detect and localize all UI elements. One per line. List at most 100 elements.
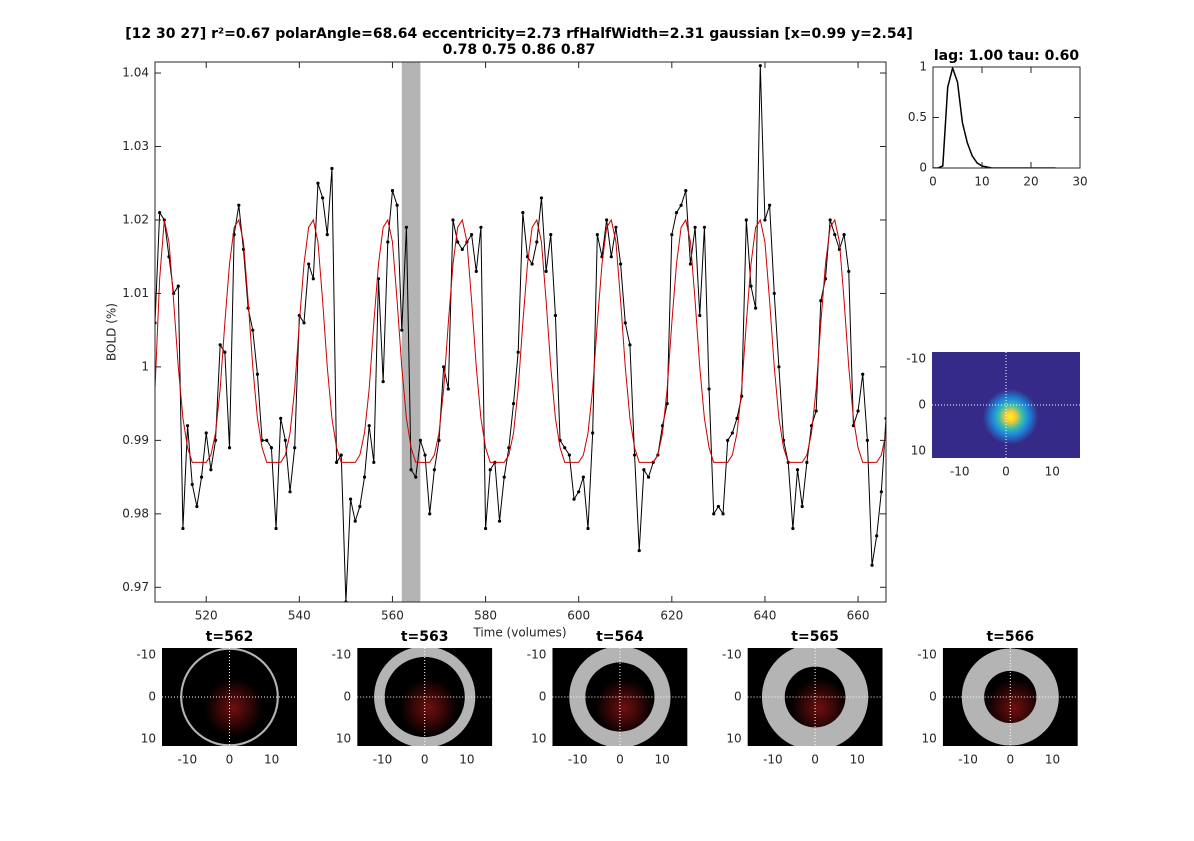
x-tick-label: 10: [654, 753, 669, 767]
y-tick-label: 10: [922, 731, 937, 745]
data-point: [474, 269, 478, 273]
y-tick-label: 0: [918, 398, 926, 412]
data-point: [283, 438, 287, 442]
data-point: [442, 365, 446, 369]
data-point: [693, 225, 697, 229]
data-point: [460, 247, 464, 251]
data-point: [362, 475, 367, 479]
data-point: [735, 416, 739, 420]
x-tick-label: -10: [568, 753, 588, 767]
data-point: [879, 490, 883, 494]
x-tick-label: 640: [753, 609, 776, 623]
data-point: [875, 534, 879, 538]
x-tick-label: 0: [1002, 465, 1010, 479]
y-tick-label: 1.03: [122, 139, 149, 153]
data-point: [483, 526, 488, 531]
data-point: [702, 225, 707, 229]
data-point: [334, 460, 339, 465]
data-point: [488, 468, 492, 472]
data-point: [842, 233, 846, 237]
data-point: [265, 438, 269, 442]
data-point: [409, 468, 413, 472]
data-point: [227, 446, 232, 450]
y-tick-label: 10: [911, 444, 926, 458]
data-point: [307, 262, 311, 266]
data-point: [479, 225, 483, 229]
y-tick-label: 0.5: [908, 110, 927, 124]
data-point: [451, 218, 455, 222]
data-point: [288, 490, 292, 494]
data-point: [795, 468, 800, 472]
data-point: [707, 387, 711, 391]
data-point: [470, 233, 474, 237]
data-point: [456, 240, 460, 244]
x-tick-label: -10: [373, 753, 393, 767]
data-point: [521, 211, 525, 215]
data-point: [218, 343, 222, 347]
data-point: [623, 321, 627, 325]
y-tick-label: 0: [929, 690, 937, 704]
axes-box: [154, 61, 887, 603]
x-tick-label: 600: [567, 609, 590, 623]
data-point: [712, 512, 716, 516]
y-tick-label: 1.02: [122, 212, 149, 226]
data-point: [744, 218, 748, 222]
data-point: [390, 188, 395, 193]
data-point: [642, 468, 646, 472]
data-point: [325, 233, 329, 237]
main-title: [12 30 27] r²=0.67 polarAngle=68.64 ecce…: [125, 26, 913, 42]
y-tick-label: 1.04: [122, 66, 149, 80]
data-point: [758, 64, 762, 68]
x-tick-label: 20: [1023, 175, 1038, 189]
x-axis-label: Time (volumes): [472, 626, 566, 640]
y-tick-label: 1.01: [122, 286, 149, 300]
data-point: [423, 453, 427, 457]
data-point: [730, 431, 734, 435]
x-tick-label: 10: [459, 753, 474, 767]
image: [552, 648, 688, 746]
y-tick-label: 0: [919, 161, 927, 175]
x-tick-label: 540: [288, 609, 311, 623]
data-point: [726, 438, 730, 442]
data-point: [395, 203, 399, 207]
data-point: [670, 233, 674, 237]
data-point: [828, 218, 832, 222]
series-line: [155, 65, 886, 602]
x-tick-label: 520: [195, 609, 218, 623]
highlight-band: [401, 62, 421, 602]
image: [162, 648, 297, 746]
data-point: [577, 490, 581, 494]
data-point: [204, 431, 208, 435]
data-point: [316, 181, 320, 185]
data-point: [563, 446, 567, 450]
data-point: [181, 526, 185, 531]
y-tick-label: 0.97: [122, 580, 149, 594]
axes-title: lag: 1.00 tau: 0.60: [934, 48, 1080, 64]
data-point: [721, 512, 725, 516]
panel-title: t=563: [401, 629, 449, 645]
data-point: [446, 387, 450, 391]
y-tick-label: -10: [722, 648, 742, 662]
data-point: [646, 475, 651, 479]
data-point: [255, 372, 260, 376]
data-point: [614, 225, 618, 229]
data-point: [819, 299, 823, 303]
x-tick-label: 30: [1072, 175, 1087, 189]
data-point: [367, 424, 371, 428]
panel-title: t=566: [986, 629, 1034, 645]
data-point: [833, 233, 837, 237]
x-tick-label: 0: [929, 175, 937, 189]
data-point: [530, 262, 534, 266]
y-tick-label: 1: [141, 359, 149, 373]
y-tick-label: 0.98: [122, 506, 149, 520]
x-tick-label: 620: [660, 609, 683, 623]
data-point: [185, 424, 190, 428]
y-tick-label: 10: [141, 731, 156, 745]
y-tick-label: 0: [148, 690, 156, 704]
data-point: [497, 519, 502, 523]
data-point: [511, 402, 516, 406]
data-point: [339, 453, 343, 457]
data-point: [539, 196, 544, 200]
data-point: [619, 262, 623, 266]
